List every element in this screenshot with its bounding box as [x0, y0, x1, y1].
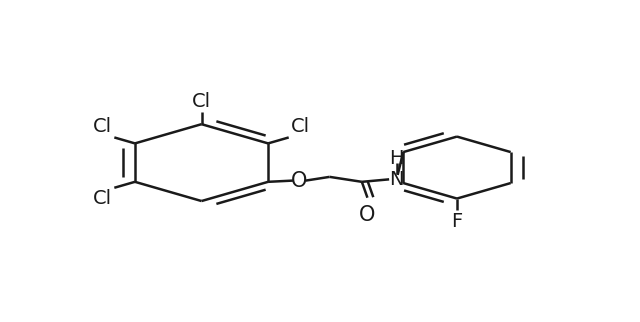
Text: Cl: Cl [93, 189, 112, 208]
Text: N: N [389, 170, 404, 189]
Text: F: F [451, 212, 463, 231]
Text: Cl: Cl [93, 117, 112, 136]
Text: H: H [389, 149, 404, 168]
Text: O: O [359, 205, 376, 225]
Text: Cl: Cl [192, 92, 211, 111]
Text: Cl: Cl [291, 117, 310, 136]
Text: O: O [291, 171, 307, 191]
